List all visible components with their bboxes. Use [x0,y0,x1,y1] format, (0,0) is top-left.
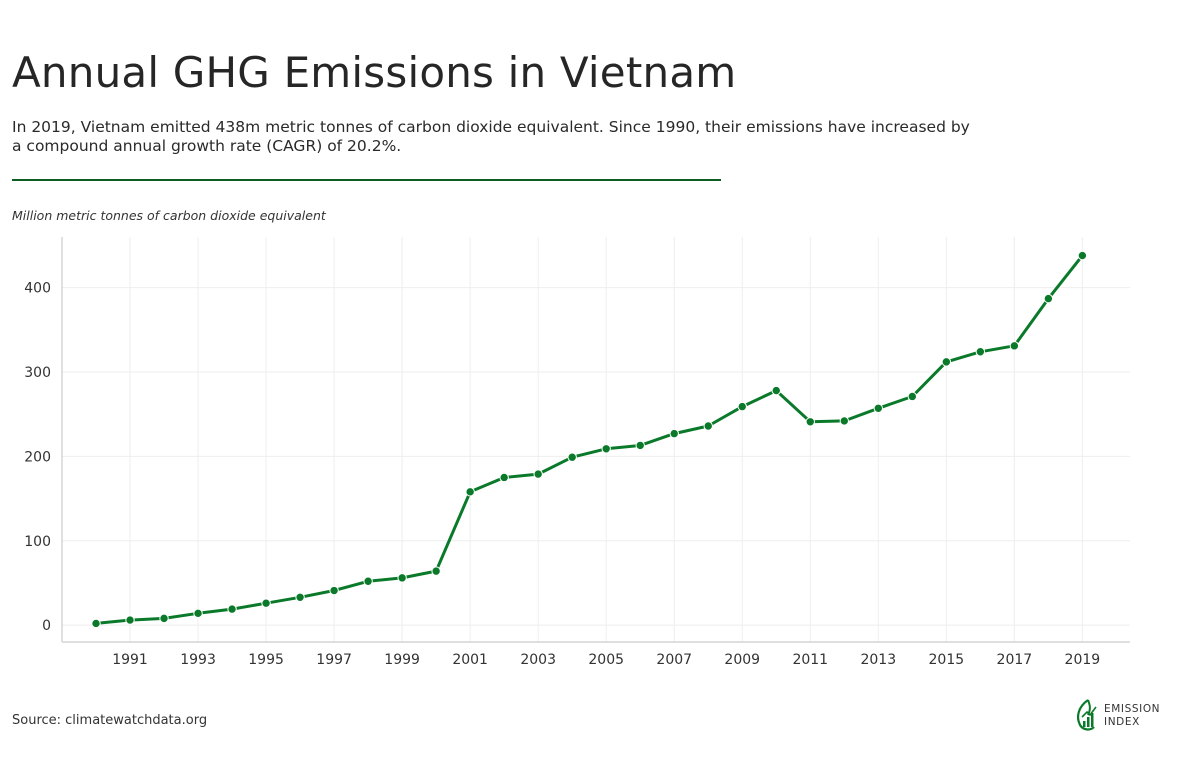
y-tick-label: 100 [24,534,51,550]
y-tick-label: 200 [24,449,51,465]
y-tick-label: 400 [24,281,51,297]
x-tick-label: 1991 [112,652,148,668]
x-tick-label: 1997 [316,652,352,668]
data-point [805,417,815,427]
x-tick-label: 2007 [656,652,692,668]
data-point [125,615,135,625]
x-tick-label: 2011 [792,652,828,668]
data-point [91,618,101,629]
data-point [737,401,747,412]
x-tick-label: 1999 [384,652,420,668]
x-tick-label: 2005 [588,652,624,668]
data-point [295,592,305,602]
x-tick-label: 2015 [929,652,965,668]
data-point [499,472,509,483]
x-tick-label: 2019 [1065,652,1101,668]
title-divider [12,179,721,181]
logo-wordmark: EMISSION INDEX [1104,703,1160,729]
data-point [601,444,611,454]
logo-line-1: EMISSION [1104,703,1161,715]
data-point [533,469,543,479]
page-subtitle: In 2019, Vietnam emitted 438m metric ton… [12,118,970,155]
x-tick-label: 2003 [520,652,556,668]
data-point [669,428,679,439]
data-point [873,403,884,413]
data-point [363,576,373,586]
x-tick-label: 2001 [452,652,488,668]
data-point [159,613,169,624]
x-tick-label: 2017 [997,652,1033,668]
logo-line-2: INDEX [1104,716,1140,728]
x-tick-label: 1995 [248,652,284,668]
data-point [941,357,952,367]
data-point [193,608,203,619]
emissions-series-line [94,254,1084,625]
chart-axes [61,237,1130,643]
x-tick-label: 1993 [180,652,216,668]
data-point [635,440,645,451]
chart-tick-labels: 0 100 200 300 400 1991 1993 1995 1997 1999 2001 200… [24,281,1100,668]
data-point [771,385,781,396]
data-point [703,421,713,431]
chart-series [91,250,1088,629]
data-point [567,452,577,462]
data-point [1043,293,1054,304]
data-point [1077,250,1088,261]
x-tick-label: 2013 [860,652,896,668]
data-point [261,598,271,608]
data-point [329,585,339,596]
source-note: Source: climatewatchdata.org [12,713,208,728]
data-point [907,391,918,402]
x-tick-label: 2009 [724,652,760,668]
chart-grid [62,237,1130,642]
data-point [975,347,986,357]
data-point [431,566,441,576]
y-tick-label: 0 [42,618,51,634]
data-point [227,604,237,614]
y-tick-label: 300 [24,365,51,381]
data-point [839,416,849,426]
emission-index-logo[interactable]: EMISSION INDEX [1074,697,1174,737]
data-point [1009,341,1020,351]
data-point [465,487,475,497]
page-title: Annual GHG Emissions in Vietnam [12,48,737,97]
leaf-chart-icon [1077,699,1097,731]
data-point [397,573,407,583]
y-axis-units-label: Million metric tonnes of carbon dioxide … [12,208,326,223]
